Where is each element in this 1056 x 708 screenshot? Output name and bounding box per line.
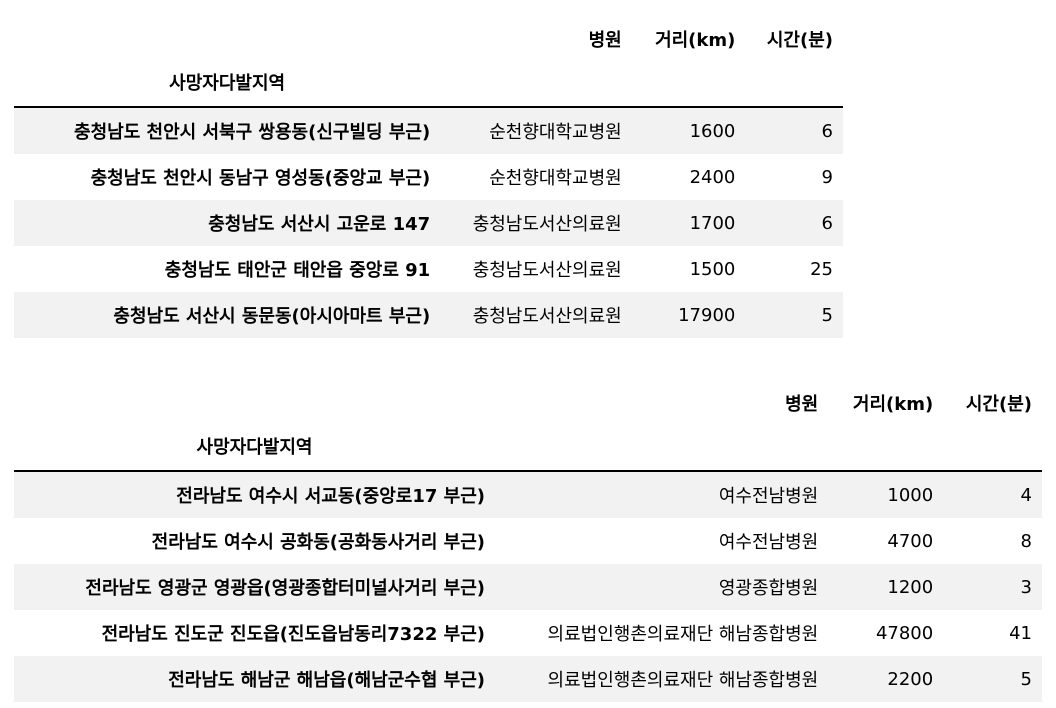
cell-distance: 1700 [689, 212, 736, 234]
cell-hospital: 충청남도서산의료원 [472, 260, 622, 281]
column-header-time: 시간(분) [766, 30, 833, 51]
cell-hospital: 의료법인행촌의료재단 해남종합병원 [547, 670, 819, 691]
column-header-time: 시간(분) [965, 394, 1032, 415]
row-index: 충청남도 서산시 고운로 147 [208, 214, 431, 235]
index-name: 사망자다발지역 [169, 73, 286, 94]
cell-distance: 1600 [689, 120, 736, 142]
cell-hospital: 여수전남병원 [718, 486, 819, 507]
column-header-hospital: 병원 [588, 30, 622, 51]
table-row: 전라남도 여수시 서교동(중앙로17 부근) 여수전남병원 1000 4 [14, 471, 1042, 518]
cell-distance: 1000 [887, 484, 934, 506]
column-header-row: 병원 거리(km) 시간(분) [14, 384, 1042, 422]
cell-distance: 2400 [689, 166, 736, 188]
table-row: 전라남도 영광군 영광읍(영광종합터미널사거리 부근) 영광종합병원 1200 … [14, 564, 1042, 610]
column-header-distance: 거리(km) [655, 30, 736, 51]
cell-hospital: 충청남도서산의료원 [472, 214, 622, 235]
row-index: 전라남도 해남군 해남읍(해남군수협 부근) [168, 670, 485, 691]
cell-hospital: 순천향대학교병원 [489, 122, 622, 143]
cell-time: 9 [821, 166, 833, 188]
cell-distance: 17900 [678, 304, 736, 326]
cell-time: 25 [810, 258, 833, 280]
cell-time: 3 [1020, 576, 1032, 598]
cell-distance: 1500 [689, 258, 736, 280]
row-index: 충청남도 서산시 동문동(아시아마트 부근) [113, 306, 431, 327]
cell-hospital: 의료법인행촌의료재단 해남종합병원 [547, 624, 819, 645]
cell-distance: 1200 [887, 576, 934, 598]
cell-hospital: 순천향대학교병원 [489, 168, 622, 189]
cell-time: 4 [1020, 484, 1032, 506]
table-row: 충청남도 서산시 고운로 147 충청남도서산의료원 1700 6 [14, 200, 843, 246]
cell-time: 6 [821, 212, 833, 234]
table-row: 충청남도 천안시 서북구 쌍용동(신구빌딩 부근) 순천향대학교병원 1600 … [14, 107, 843, 154]
index-name-row: 사망자다발지역 [14, 422, 1042, 471]
table-row: 충청남도 서산시 동문동(아시아마트 부근) 충청남도서산의료원 17900 5 [14, 292, 843, 338]
row-index: 전라남도 진도군 진도읍(진도읍남동리7322 부근) [101, 624, 485, 645]
column-header-row: 병원 거리(km) 시간(분) [14, 20, 843, 58]
cell-distance: 47800 [875, 622, 934, 644]
index-name-row: 사망자다발지역 [14, 58, 843, 107]
cell-hospital: 여수전남병원 [718, 532, 819, 553]
dataframe-table-jeonnam: 병원 거리(km) 시간(분) 사망자다발지역 전라남도 여수시 서교동(중앙로… [14, 384, 1042, 702]
row-index: 전라남도 여수시 공화동(공화동사거리 부근) [151, 532, 485, 553]
table-row: 전라남도 여수시 공화동(공화동사거리 부근) 여수전남병원 4700 8 [14, 518, 1042, 564]
cell-hospital: 충청남도서산의료원 [472, 306, 622, 327]
column-header-distance: 거리(km) [852, 394, 934, 415]
table-row: 전라남도 진도군 진도읍(진도읍남동리7322 부근) 의료법인행촌의료재단 해… [14, 610, 1042, 656]
row-index: 충청남도 태안군 태안읍 중앙로 91 [164, 260, 431, 281]
row-index: 전라남도 여수시 서교동(중앙로17 부근) [176, 486, 485, 507]
cell-time: 6 [821, 120, 833, 142]
dataframe-table-chungnam: 병원 거리(km) 시간(분) 사망자다발지역 충청남도 천안시 서북구 쌍용동… [14, 20, 843, 338]
index-header-blank [14, 384, 495, 422]
cell-distance: 2200 [887, 668, 934, 690]
row-index: 전라남도 영광군 영광읍(영광종합터미널사거리 부근) [85, 578, 485, 599]
cell-time: 41 [1009, 622, 1032, 644]
index-header-blank [14, 20, 440, 58]
table-row: 전라남도 해남군 해남읍(해남군수협 부근) 의료법인행촌의료재단 해남종합병원… [14, 656, 1042, 702]
row-index: 충청남도 천안시 서북구 쌍용동(신구빌딩 부근) [74, 122, 431, 143]
table-row: 충청남도 태안군 태안읍 중앙로 91 충청남도서산의료원 1500 25 [14, 246, 843, 292]
table-row: 충청남도 천안시 동남구 영성동(중앙교 부근) 순천향대학교병원 2400 9 [14, 154, 843, 200]
index-name: 사망자다발지역 [196, 437, 313, 458]
cell-hospital: 영광종합병원 [718, 578, 819, 599]
cell-time: 8 [1020, 530, 1032, 552]
row-index: 충청남도 천안시 동남구 영성동(중앙교 부근) [90, 168, 431, 189]
cell-time: 5 [1020, 668, 1032, 690]
cell-distance: 4700 [887, 530, 934, 552]
column-header-hospital: 병원 [785, 394, 819, 415]
cell-time: 5 [821, 304, 833, 326]
